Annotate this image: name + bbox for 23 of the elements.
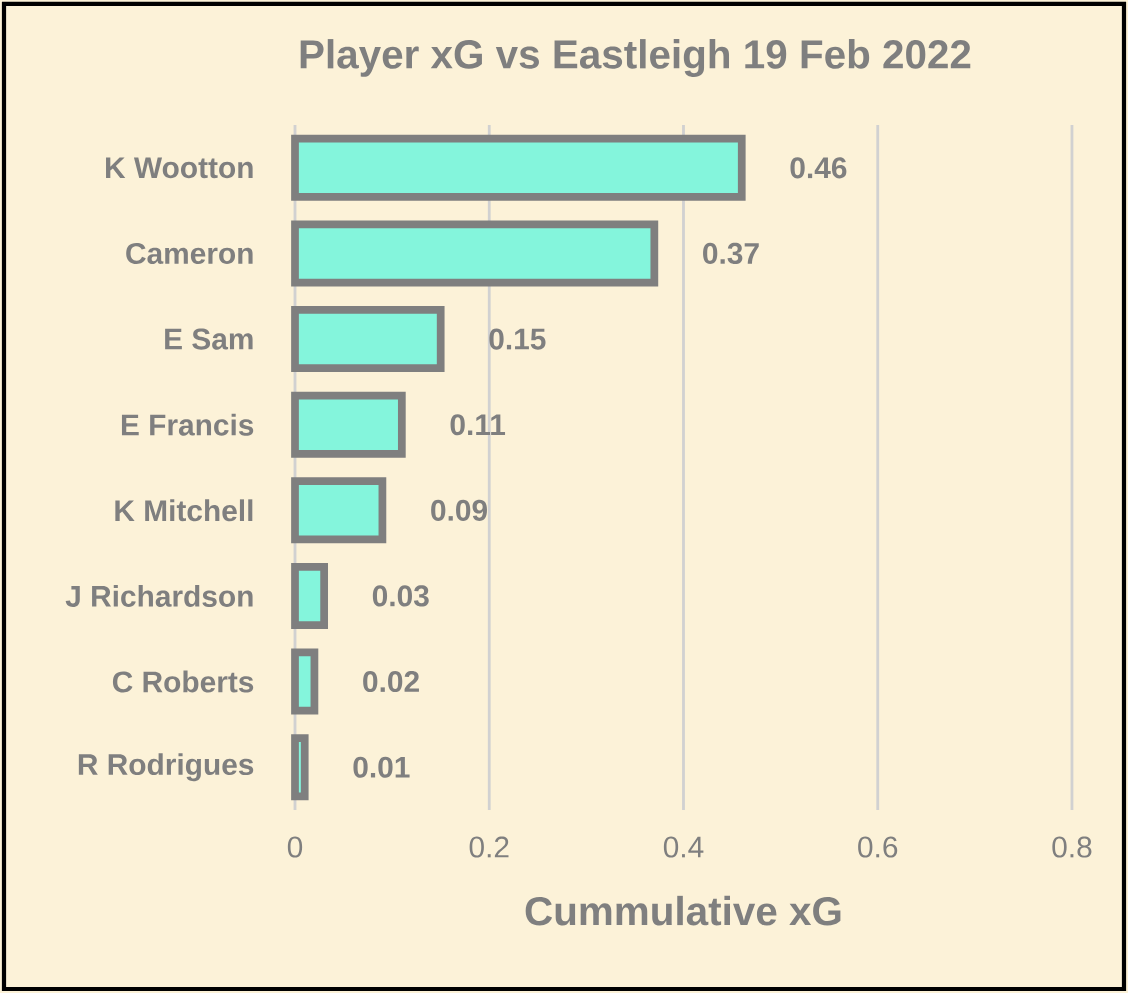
data-label: 0.02 (363, 671, 419, 693)
x-tick-label: 0.6 (858, 836, 898, 858)
x-tick-label: 0.2 (469, 836, 509, 858)
data-label: 0.46 (790, 157, 847, 179)
data-label: 0.03 (372, 585, 429, 607)
data-label: 0.11 (450, 414, 506, 436)
data-label: 0.01 (353, 756, 410, 778)
data-label: 0.37 (703, 242, 759, 265)
y-tick-label: Cameron (126, 242, 253, 264)
x-tick-label: 0.8 (1052, 836, 1092, 858)
y-tick-label: K Mitchell (115, 499, 253, 522)
y-tick-label: C Roberts (112, 670, 254, 693)
y-tick-label: E Sam (165, 328, 253, 350)
x-axis-title: Cummulative xG (525, 895, 841, 926)
y-tick-label: K Wootton (106, 157, 253, 179)
x-tick-label: 0 (287, 836, 303, 858)
x-tick-label: 0.4 (663, 836, 704, 858)
data-label: 0.09 (431, 499, 487, 521)
y-tick-label: E Francis (121, 413, 254, 436)
y-tick-label: R Rodrigues (78, 753, 254, 782)
chart-title: Player xG vs Eastleigh 19 Feb 2022 (300, 39, 971, 77)
y-tick-label: J Richardson (65, 584, 253, 607)
data-label: 0.15 (489, 328, 546, 350)
